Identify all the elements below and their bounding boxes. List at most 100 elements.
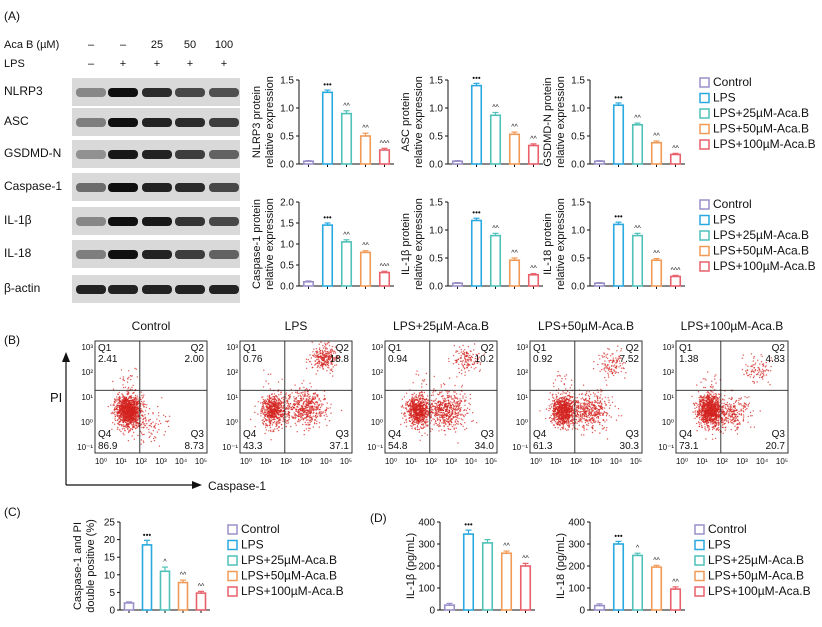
flow-event: [315, 412, 317, 415]
flow-event: [463, 351, 466, 354]
flow-event: [464, 349, 466, 351]
flow-event: [463, 363, 466, 366]
flow-event: [300, 395, 302, 398]
flow-event: [128, 370, 130, 372]
flow-event: [329, 357, 332, 359]
flow-event: [137, 425, 139, 428]
flow-event: [467, 365, 470, 367]
flow-event: [122, 432, 124, 434]
flow-event: [447, 399, 450, 401]
flow-event: [266, 405, 268, 408]
flow-event: [127, 408, 129, 410]
flow-event: [444, 384, 446, 386]
flow-event: [264, 408, 266, 410]
flow-event: [570, 384, 573, 386]
flow-event: [425, 404, 427, 406]
flow-event: [409, 409, 412, 411]
y-axis-label: relative expression: [555, 76, 567, 168]
flow-event: [140, 424, 142, 427]
flow-event: [130, 413, 132, 416]
quadrant-q3-value: 8.73: [185, 441, 205, 452]
flow-plot: LPS+50µM-Aca.BQ10.92Q27.52Q461.3Q330.310…: [512, 319, 643, 466]
flow-event: [316, 407, 318, 409]
flow-event: [148, 408, 151, 410]
flow-event: [124, 403, 126, 406]
flow-event: [458, 371, 461, 374]
flow-event: [130, 404, 133, 407]
flow-event: [443, 429, 445, 432]
flow-event: [322, 347, 325, 349]
flow-event: [462, 366, 465, 368]
flow-event: [320, 411, 323, 413]
flow-event: [132, 407, 134, 410]
flow-event: [456, 417, 459, 419]
flow-event: [166, 420, 168, 422]
flow-event: [600, 388, 602, 390]
flow-event: [305, 428, 307, 430]
flow-event: [117, 415, 119, 417]
y-tick-label: 0.0: [429, 282, 443, 293]
flow-event: [265, 400, 268, 403]
flow-event: [437, 410, 439, 413]
flow-event: [261, 411, 264, 413]
flow-event: [296, 431, 298, 433]
flow-event: [448, 396, 450, 399]
legend-swatch: [699, 139, 710, 150]
flow-event: [306, 416, 308, 418]
flow-event: [266, 411, 268, 413]
flow-event: [136, 408, 138, 410]
flow-event: [453, 398, 455, 400]
flow-event: [116, 428, 119, 430]
flow-event: [302, 408, 304, 411]
flow-event: [466, 407, 469, 409]
flow-event: [304, 421, 306, 424]
blot-band: [142, 183, 172, 192]
flow-event: [124, 419, 127, 421]
flow-event: [124, 386, 127, 388]
flow-event: [414, 428, 417, 431]
panel-label-a: (A): [4, 9, 20, 23]
flow-event: [164, 416, 167, 418]
flow-event: [472, 420, 474, 422]
flow-event: [323, 364, 325, 366]
flow-event: [470, 360, 473, 362]
flow-event: [559, 375, 561, 377]
flow-event: [267, 383, 270, 385]
flow-event: [128, 404, 130, 406]
flow-event: [316, 354, 318, 356]
flow-event: [325, 348, 327, 350]
flow-event: [552, 382, 555, 384]
flow-event: [272, 403, 275, 406]
flow-event: [425, 383, 428, 386]
flow-event: [470, 358, 472, 361]
flow-event: [442, 417, 444, 420]
flow-event: [133, 438, 135, 440]
flow-event: [125, 415, 128, 417]
flow-event: [443, 403, 446, 405]
significance-mark: ^^^: [380, 140, 391, 147]
flow-event: [471, 420, 473, 423]
flow-event: [279, 402, 282, 405]
flow-event: [452, 410, 454, 412]
flow-event: [408, 414, 410, 416]
header-row-value: +: [154, 58, 160, 70]
y-axis-label: ASC protein: [400, 92, 412, 151]
flow-event: [271, 404, 273, 406]
flow-event: [583, 434, 585, 436]
flow-event: [438, 411, 440, 413]
flow-event: [462, 397, 464, 399]
flow-event: [295, 397, 297, 399]
flow-event: [144, 424, 146, 427]
flow-event: [318, 411, 320, 414]
flow-event: [270, 407, 272, 410]
legend-swatch: [699, 77, 710, 88]
flow-event: [304, 392, 306, 394]
flow-event: [120, 401, 122, 404]
flow-event: [423, 415, 425, 417]
flow-event: [577, 415, 579, 418]
flow-event: [326, 355, 328, 358]
flow-event: [137, 411, 139, 414]
flow-event: [316, 403, 318, 405]
flow-event: [316, 366, 318, 369]
flow-event: [317, 370, 319, 372]
